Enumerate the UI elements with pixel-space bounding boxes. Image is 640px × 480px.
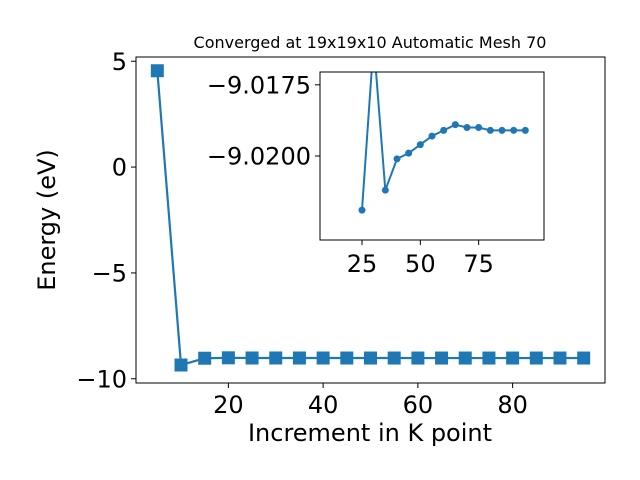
main-data-point — [150, 64, 164, 78]
inset-data-point — [381, 186, 389, 194]
inset-plot: 25 50 75 −9.0200 −9.0175 — [207, 71, 545, 278]
main-data-point — [529, 351, 543, 365]
main-y-tick-label: 5 — [112, 48, 127, 76]
inset-data-point — [510, 126, 518, 134]
inset-y-tick-label: −9.0175 — [207, 71, 311, 99]
main-data-point — [411, 351, 425, 365]
main-plot-frame — [135, 56, 606, 384]
main-data-point — [387, 351, 401, 365]
inset-data-point — [521, 126, 529, 134]
inset-data-point — [440, 126, 448, 134]
main-data-point — [577, 351, 591, 365]
main-data-point — [269, 351, 283, 365]
main-y-axis-label: Energy (eV) — [33, 149, 61, 291]
main-data-point — [198, 351, 212, 365]
main-y-tick-label: −5 — [92, 260, 127, 288]
main-data-point — [435, 351, 449, 365]
main-data-point — [292, 351, 306, 365]
main-data-point — [340, 351, 354, 365]
main-data-point — [245, 351, 259, 365]
main-x-axis-label: Increment in K point — [248, 419, 492, 447]
inset-x-tick-label: 75 — [463, 250, 494, 278]
inset-series — [358, 72, 529, 214]
main-x-tick-label: 80 — [497, 391, 528, 419]
main-series — [150, 64, 591, 372]
inset-data-point — [393, 155, 401, 163]
main-y-tick-label: 0 — [112, 154, 127, 182]
main-data-point — [221, 351, 235, 365]
inset-data-point — [463, 124, 471, 132]
main-data-point — [458, 351, 472, 365]
inset-x-tick-label: 50 — [405, 250, 436, 278]
inset-data-point — [475, 124, 483, 132]
inset-data-point — [358, 206, 366, 214]
inset-y-tick-label: −9.0200 — [207, 143, 311, 171]
main-x-tick-label: 60 — [403, 391, 434, 419]
main-y-tick-label: −10 — [76, 365, 127, 393]
main-data-point — [174, 358, 188, 372]
main-x-tick-label: 40 — [308, 391, 339, 419]
inset-data-point — [451, 121, 459, 129]
inset-data-point — [498, 126, 506, 134]
inset-data-point — [428, 132, 436, 140]
inset-plot-frame — [319, 71, 545, 241]
main-data-point — [506, 351, 520, 365]
main-data-point — [364, 351, 377, 365]
inset-plot-background — [320, 72, 544, 240]
inset-x-tick-label: 25 — [347, 250, 378, 278]
inset-data-point — [405, 149, 413, 157]
inset-data-point — [416, 141, 424, 149]
main-plot: Converged at 19x19x10 Automatic Mesh 70 … — [33, 33, 606, 447]
main-data-point — [553, 351, 567, 365]
inset-data-point — [486, 126, 494, 134]
inset-axes: 25 50 75 −9.0200 −9.0175 — [207, 71, 494, 278]
main-data-point — [482, 351, 496, 365]
main-title: Converged at 19x19x10 Automatic Mesh 70 — [194, 33, 547, 52]
main-x-tick-label: 20 — [213, 391, 244, 419]
main-data-point — [316, 351, 330, 365]
